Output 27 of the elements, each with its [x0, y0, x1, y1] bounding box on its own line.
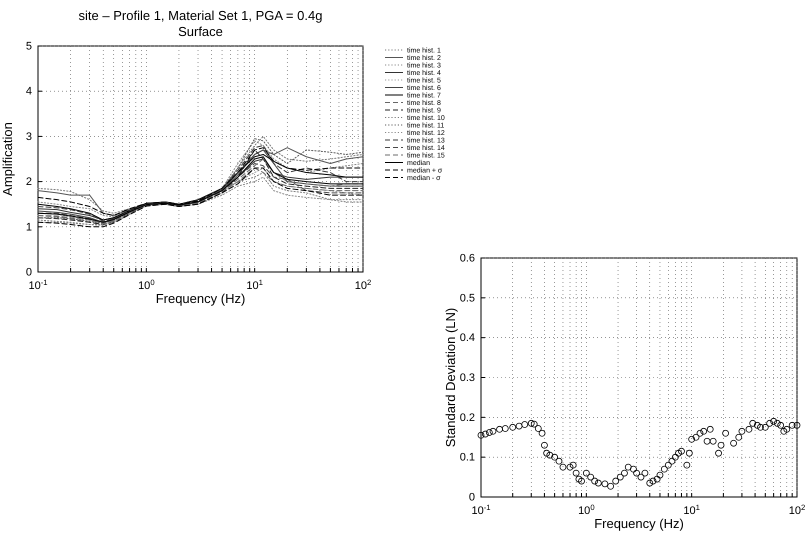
- y-tick-label: 0.2: [460, 412, 475, 424]
- x-tick-label: 10$^{-1}$: [471, 502, 491, 517]
- chart-subtitle: Surface: [178, 24, 223, 39]
- x-axis-title: Frequency (Hz): [594, 516, 684, 531]
- x-tick-label: 10$^{2}$: [788, 502, 806, 517]
- y-tick-label: 0.4: [460, 332, 475, 344]
- y-axis-title: Standard Deviation (LN): [443, 308, 458, 448]
- y-tick-label: 2: [26, 176, 32, 188]
- y-axis-title: Amplification: [0, 122, 15, 196]
- x-tick-label: 10$^{0}$: [138, 278, 155, 292]
- y-tick-label: 0.1: [460, 452, 475, 464]
- x-tick-label: 10$^{1}$: [246, 278, 263, 292]
- chart-title: site – Profile 1, Material Set 1, PGA = 0.4g: [78, 8, 322, 23]
- y-tick-label: 3: [26, 130, 32, 143]
- x-tick-label: 10$^{2}$: [354, 278, 372, 292]
- y-tick-label: 0: [468, 492, 475, 504]
- x-tick-label: 10$^{1}$: [683, 502, 700, 517]
- y-tick-label: 0: [26, 266, 32, 279]
- y-tick-label: 1: [26, 221, 32, 234]
- y-tick-label: 0.5: [460, 292, 475, 304]
- x-tick-label: 10$^{-1}$: [28, 278, 48, 292]
- y-tick-label: 4: [26, 86, 32, 98]
- x-axis-title: Frequency (Hz): [156, 291, 246, 306]
- y-tick-label: 5: [26, 40, 32, 53]
- y-tick-label: 0.3: [460, 372, 475, 384]
- y-tick-label: 0.6: [460, 252, 475, 265]
- x-tick-label: 10$^{0}$: [578, 502, 595, 517]
